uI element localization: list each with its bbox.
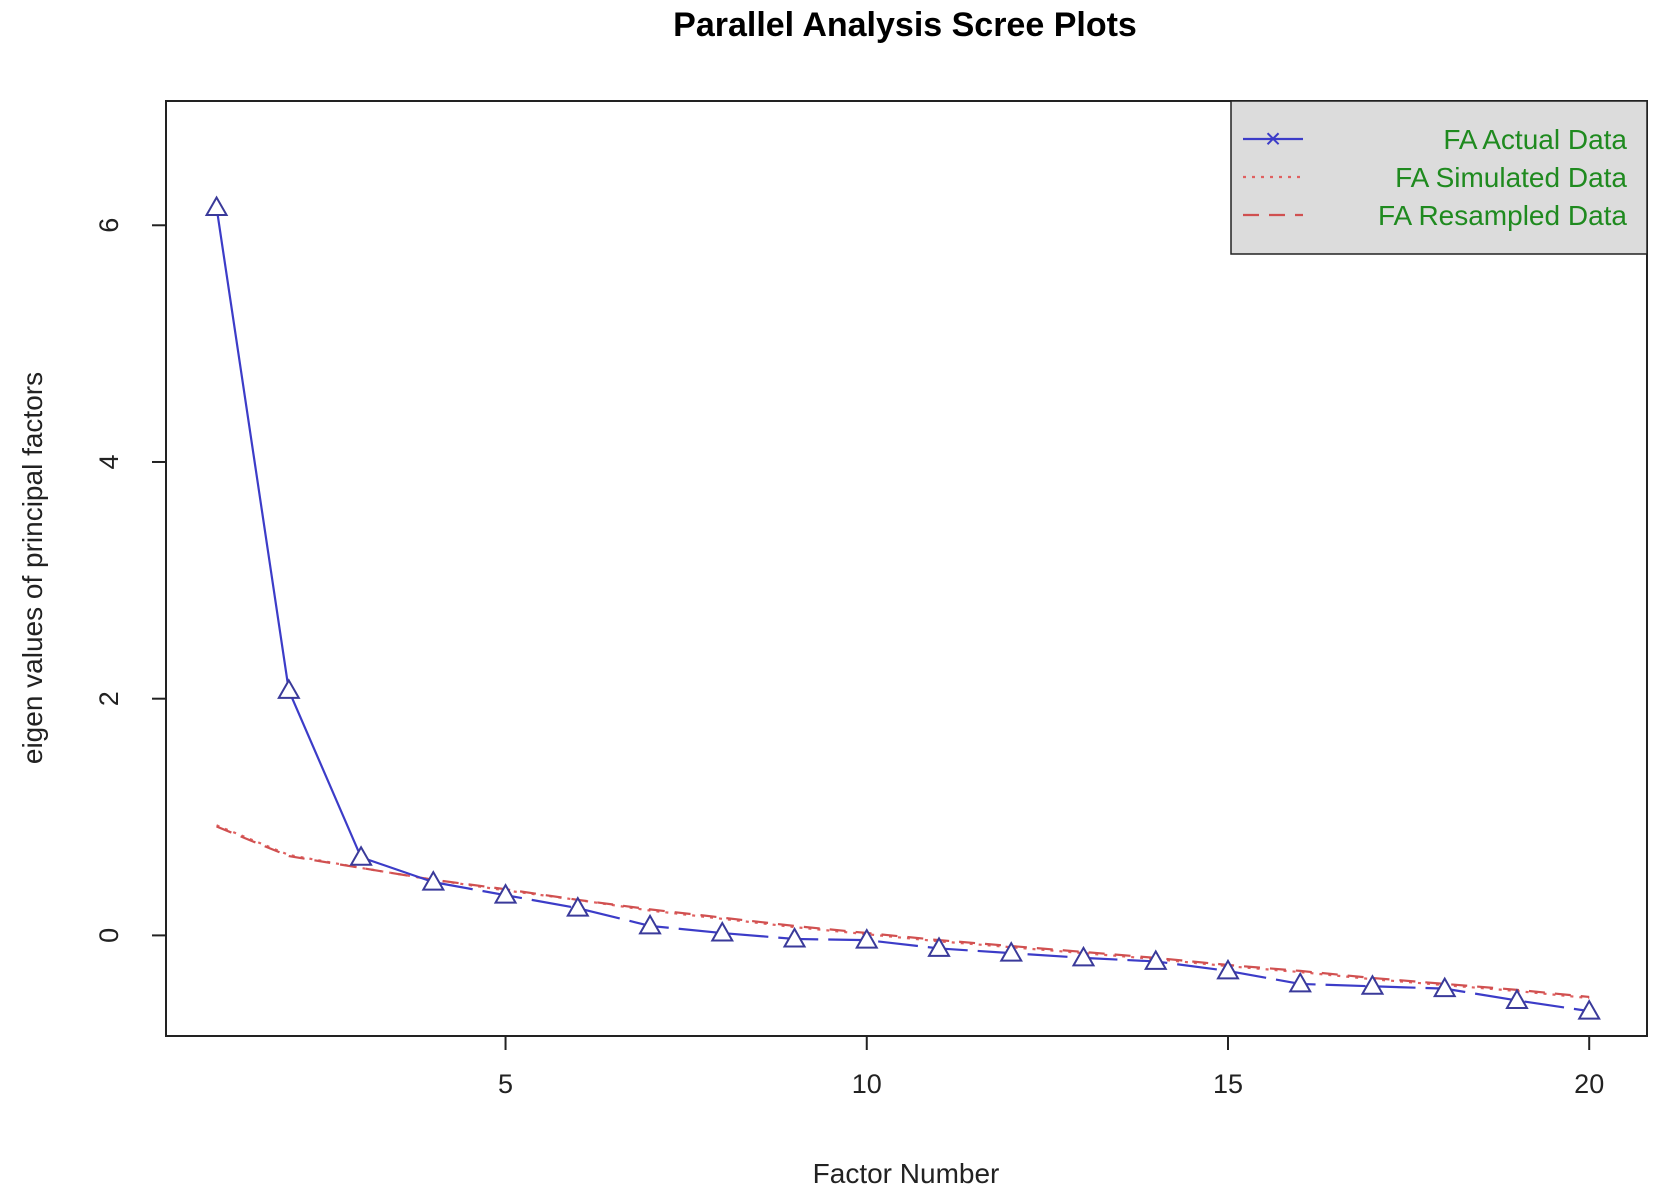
legend-box: [1230, 100, 1648, 255]
data-point: [638, 913, 662, 935]
series-line: [216, 824, 1590, 1000]
chart-title: Parallel Analysis Scree Plots: [673, 6, 1137, 44]
y-axis: 0 2 4 6: [94, 218, 167, 943]
data-point: [1432, 976, 1457, 998]
x-axis-label: Factor Number: [813, 1158, 1000, 1189]
data-point: [1216, 958, 1240, 980]
data-point: [1577, 999, 1601, 1020]
plot-area: [204, 195, 1601, 1020]
data-point: [277, 678, 301, 699]
data-point: [1288, 971, 1312, 993]
legend: × FA Actual Data FA Simulated Data FA Resam…: [1230, 100, 1648, 255]
x-tick-label: 15: [1213, 1069, 1243, 1099]
x-tick-label: 10: [852, 1069, 882, 1099]
x-tick-label: 20: [1574, 1069, 1604, 1099]
data-point: [566, 896, 590, 917]
data-point: [349, 845, 373, 866]
y-axis-label: eigen values of principal factors: [17, 372, 48, 764]
data-point: [204, 195, 229, 217]
data-point: [1505, 988, 1529, 1009]
data-point: [710, 921, 735, 942]
data-point: [1071, 945, 1096, 967]
data-point: [782, 926, 807, 948]
data-point: [421, 870, 446, 891]
y-tick-label: 2: [94, 691, 124, 706]
series-line: [216, 825, 1590, 999]
y-tick-label: 6: [94, 218, 124, 233]
x-axis: 5 10 15 20: [498, 1035, 1604, 1099]
legend-label: FA Simulated Data: [1395, 162, 1627, 193]
y-tick-label: 4: [94, 454, 124, 469]
data-point: [1144, 949, 1168, 970]
data-point: [999, 941, 1023, 962]
legend-marker: ×: [1265, 123, 1281, 154]
legend-label: FA Actual Data: [1443, 124, 1627, 155]
data-point: [1360, 974, 1385, 995]
series-line-actual: [215, 207, 434, 884]
legend-label: FA Resampled Data: [1378, 200, 1627, 231]
data-point: [927, 936, 951, 957]
data-point: [855, 928, 879, 949]
y-tick-label: 0: [94, 928, 124, 943]
x-tick-label: 5: [498, 1069, 513, 1099]
data-point: [493, 883, 518, 904]
